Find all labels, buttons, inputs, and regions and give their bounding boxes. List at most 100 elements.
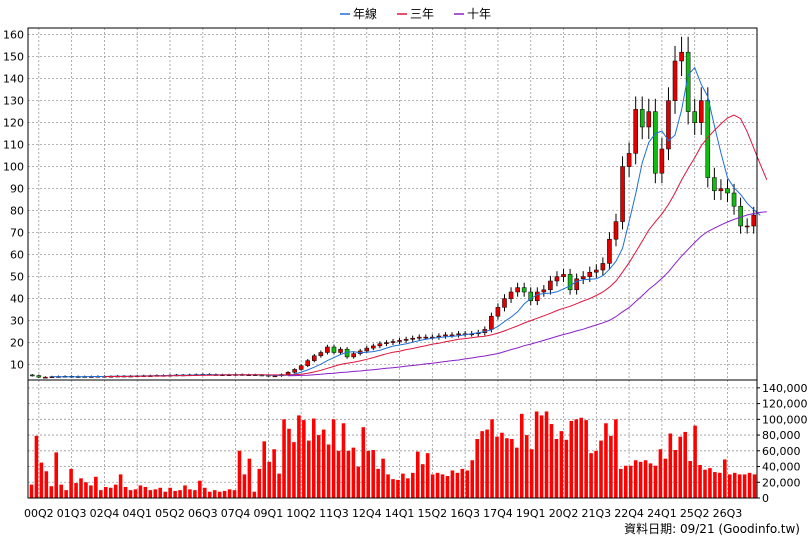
candle-body: [36, 375, 42, 378]
candle-body: [384, 342, 389, 344]
candle-body: [692, 111, 697, 123]
volume-bar: [599, 440, 603, 498]
candle-body: [528, 291, 534, 302]
volume-bar: [549, 424, 554, 498]
x-tick-label: 22Q4: [614, 507, 644, 520]
volume-bar: [500, 432, 504, 498]
x-tick-label: 17Q4: [483, 507, 513, 520]
volume-bar: [267, 461, 271, 498]
volume-bar: [475, 439, 479, 498]
volume-tick-label: 60,000: [762, 445, 801, 458]
candle-body: [325, 346, 330, 353]
legend: 年線 三年 十年: [340, 6, 491, 21]
candle-body: [410, 337, 415, 340]
volume-bar: [302, 420, 306, 498]
volume-bar: [316, 435, 321, 498]
data-date-footer: 資料日期: 09/21 (Goodinfo.tw): [624, 522, 800, 536]
candle-body: [535, 291, 540, 302]
volume-bar: [742, 474, 747, 498]
candle-body: [705, 100, 711, 178]
volume-bar: [99, 490, 103, 498]
volume-bar: [574, 419, 579, 498]
volume-bar: [173, 490, 177, 498]
volume-bar: [188, 489, 192, 498]
candle-body: [416, 336, 422, 339]
candle-body: [594, 269, 599, 273]
volume-bar: [713, 472, 717, 498]
price-tick-label: 20: [10, 337, 24, 350]
x-tick-label: 24Q1: [647, 507, 677, 520]
volume-bar: [683, 431, 687, 498]
candle-body: [554, 276, 560, 282]
volume-bar: [74, 483, 78, 498]
volume-bar: [321, 429, 326, 498]
volume-bar: [198, 480, 202, 498]
volume-tick-label: 100,000: [762, 413, 808, 426]
x-tick-label: 26Q3: [713, 507, 743, 520]
price-tick-label: 100: [3, 161, 24, 174]
volume-bar: [737, 474, 742, 498]
candle-body: [502, 298, 507, 308]
x-tick-label: 14Q1: [385, 507, 415, 520]
candle-body: [698, 100, 704, 123]
candle-body: [574, 278, 579, 291]
volume-bar: [564, 439, 569, 498]
volume-bar: [470, 460, 475, 498]
candle-body: [685, 51, 691, 112]
volume-bar: [604, 423, 608, 498]
price-tick-label: 150: [3, 51, 24, 64]
volume-bar: [44, 471, 49, 498]
volume-bar: [39, 462, 44, 498]
legend-label: 年線: [353, 6, 377, 21]
candle-body: [561, 274, 566, 277]
volume-bar: [579, 417, 583, 498]
price-tick-label: 90: [10, 183, 24, 196]
volume-bar: [460, 468, 465, 498]
candle-body: [43, 376, 48, 379]
volume-bar: [430, 474, 435, 498]
volume-bar: [515, 447, 519, 498]
candle-body: [639, 109, 645, 128]
volume-bar: [292, 442, 296, 498]
volume-bar: [84, 482, 88, 498]
volume-tick-label: 20,000: [762, 476, 801, 489]
candle-body: [718, 188, 724, 192]
volume-bar: [510, 439, 514, 498]
candle-body: [364, 347, 370, 352]
volume-bar: [435, 472, 440, 498]
volume-bar: [143, 486, 148, 498]
candle-body: [541, 289, 547, 293]
volume-bar: [128, 490, 133, 498]
volume-bar: [203, 487, 207, 498]
volume-bar: [257, 468, 262, 498]
x-tick-label: 12Q4: [352, 507, 382, 520]
candle-body: [292, 369, 297, 373]
x-tick-label: 02Q4: [90, 507, 120, 520]
candle-body: [587, 271, 593, 277]
volume-tick-label: 80,000: [762, 429, 801, 442]
volume-bar: [133, 489, 138, 498]
volume-bar: [94, 476, 98, 498]
candle-body: [659, 148, 665, 174]
x-tick-label: 07Q4: [221, 507, 251, 520]
candle-body: [751, 214, 757, 227]
volume-bar: [346, 450, 351, 498]
price-grid: [28, 28, 757, 380]
volume-bar: [450, 470, 455, 498]
moving-average-lines: [51, 66, 768, 378]
volume-bar: [331, 419, 336, 498]
candle-body: [633, 109, 638, 154]
volume-bar: [505, 438, 509, 498]
candle-body: [646, 111, 652, 128]
volume-y-axis: 0 20,000 40,000 60,000 80,000 100,000 120,000 1…: [757, 382, 808, 505]
volume-bar: [282, 419, 286, 498]
volume-bar: [356, 466, 361, 498]
volume-bar: [559, 431, 564, 498]
candle-body: [298, 365, 304, 370]
volume-bar: [386, 474, 390, 498]
volume-panel-frame: [27, 379, 758, 499]
candle-body: [338, 348, 343, 353]
volume-bar: [183, 485, 187, 498]
x-tick-label: 00Q2: [24, 507, 54, 520]
